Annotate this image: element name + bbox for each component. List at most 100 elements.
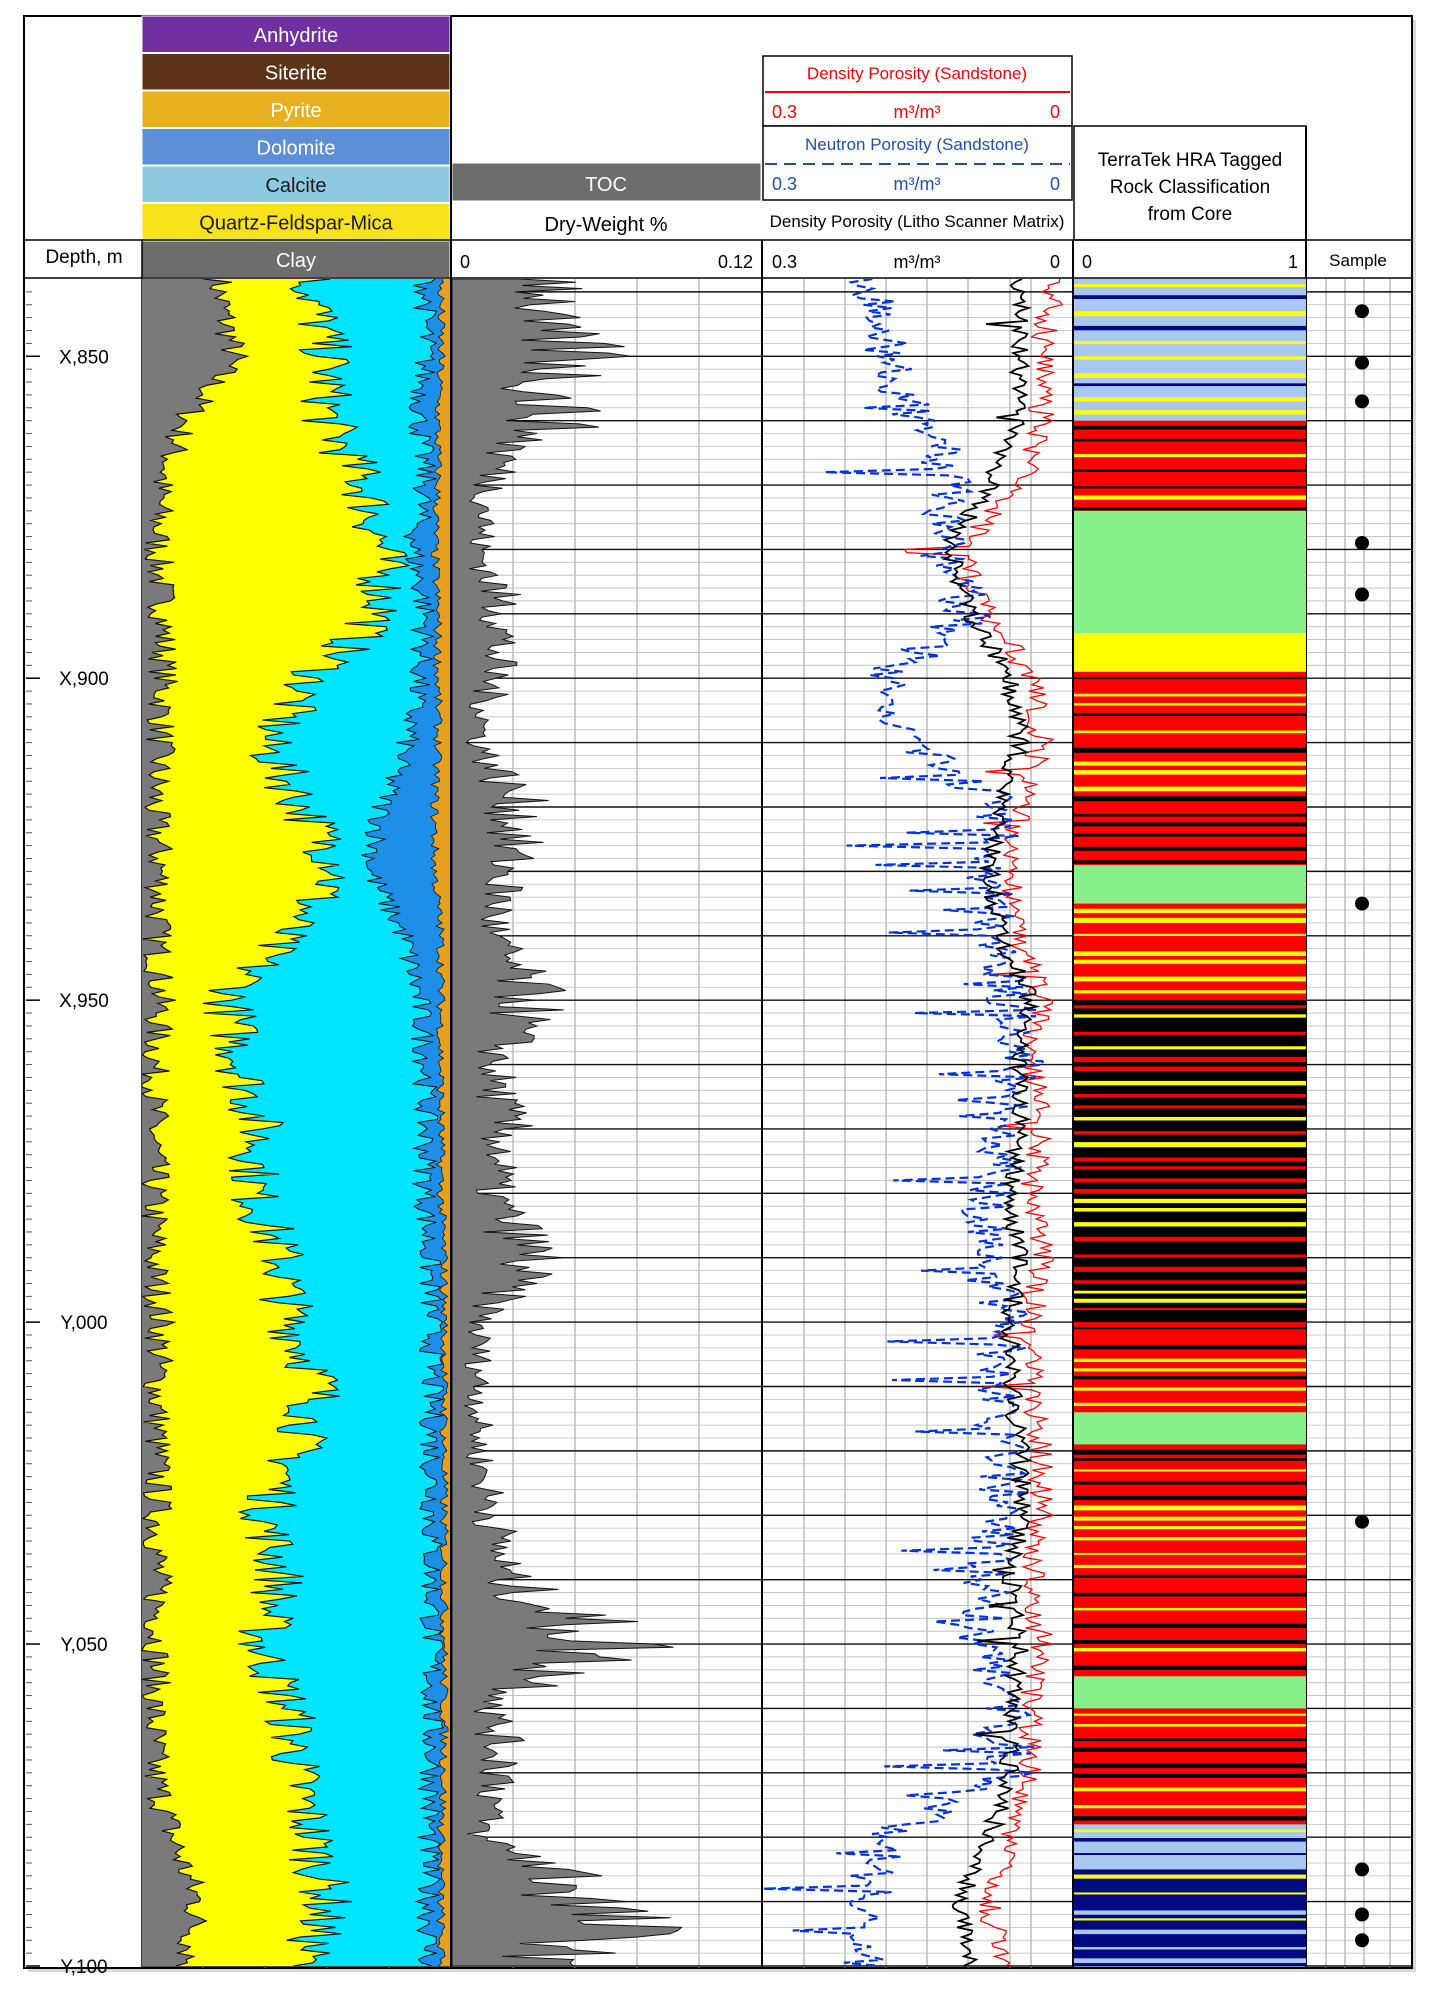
dolomite-boundary: [430, 279, 449, 1967]
hra-interbed: [1074, 409, 1306, 415]
hra-interval-4: [1074, 633, 1306, 673]
litho-title: Density Porosity (Litho Scanner Matrix): [770, 212, 1065, 231]
hra-interbed: [1074, 1376, 1306, 1380]
hra-interbed: [1074, 1526, 1306, 1530]
calcite-boundary: [360, 279, 445, 1967]
hra-interbed: [1074, 951, 1306, 956]
hra-interbed: [1074, 1816, 1306, 1821]
hra-interbed: [1074, 1298, 1306, 1303]
mineralogy-track: [142, 279, 450, 1967]
hra-interbed: [1074, 933, 1306, 936]
hra-interbed: [1074, 438, 1306, 442]
legend-swatch-1: [141, 53, 451, 91]
hra-interbed: [1074, 1005, 1306, 1009]
hra-interbed: [1074, 1713, 1306, 1716]
hra-interbed: [1074, 1093, 1306, 1098]
neutron-scale-right: 0: [1050, 174, 1060, 194]
hra-interbed: [1074, 1853, 1306, 1856]
qfm-boundary: [202, 279, 412, 1967]
hra-interbed: [1074, 1344, 1306, 1350]
calcite-band: [203, 279, 444, 1966]
toc-unit: Dry-Weight %: [545, 214, 668, 236]
legend-swatch-3: [141, 128, 451, 166]
density-scale-right: 0: [1050, 102, 1060, 122]
hra-interbed: [1074, 311, 1306, 317]
depth-tick-label-2: X,950: [59, 991, 109, 1012]
hra-interbed: [1074, 1639, 1306, 1644]
sample-point-2: [1355, 394, 1369, 409]
hra-interbed: [1074, 1280, 1306, 1284]
hra-interbed: [1074, 1623, 1306, 1629]
hra-interbed: [1074, 1188, 1306, 1194]
hra-interbed: [1074, 1178, 1306, 1183]
porosity-track: [763, 279, 1064, 1968]
hra-interval-15: [1074, 1676, 1306, 1709]
hra-interbed: [1074, 1449, 1306, 1455]
hra-interbed: [1074, 325, 1306, 331]
hra-interbed: [1074, 1266, 1306, 1272]
hra-interbed: [1074, 1327, 1306, 1330]
hra-interbed: [1074, 1066, 1306, 1072]
toc-area: [452, 279, 683, 1967]
legend-swatch-5: [141, 203, 451, 241]
sample-title: Sample: [1329, 251, 1387, 270]
hra-interbed: [1074, 1552, 1306, 1555]
hra-interbed: [1074, 1910, 1306, 1915]
pyrite-band: [430, 279, 449, 1966]
hra-interbed: [1074, 1505, 1306, 1511]
sample-point-4: [1355, 587, 1369, 602]
hra-interval-10: [1074, 1051, 1306, 1304]
hra-interbed: [1074, 1892, 1306, 1895]
hra-interbed: [1074, 846, 1306, 851]
density-title: Density Porosity (Sandstone): [807, 64, 1027, 83]
hra-interbed: [1074, 507, 1306, 511]
hra-interbed: [1074, 702, 1306, 706]
hra-interbed: [1074, 1290, 1306, 1294]
sample-point-0: [1355, 304, 1369, 319]
hra-interbed: [1074, 1947, 1306, 1950]
hra-interbed: [1074, 1787, 1306, 1792]
legend-swatch-0: [141, 15, 451, 53]
hra-interbed: [1074, 1829, 1306, 1833]
hra-interbed: [1074, 1131, 1306, 1135]
hra-interval-2: [1074, 510, 1306, 538]
hra-interbed: [1074, 1368, 1306, 1372]
hra-interbed: [1074, 1157, 1306, 1162]
litho-scale-left: 0.3: [772, 252, 797, 272]
hra-interbed: [1074, 747, 1306, 753]
hra-interbed: [1074, 383, 1306, 387]
toc-scale-right: 0.12: [718, 252, 753, 272]
hra-interbed: [1074, 1358, 1306, 1363]
mineral-legend: Anhydrite Siterite Pyrite Dolomite Calcite Qu…: [141, 15, 451, 278]
hra-interval-11: [1074, 1302, 1306, 1323]
legend-label-2: Pyrite: [270, 100, 321, 122]
hra-interbed: [1074, 786, 1306, 792]
hra-interbed: [1074, 1592, 1306, 1597]
hra-interbed: [1074, 1804, 1306, 1809]
litho-unit: m³/m³: [894, 252, 941, 272]
hra-interbed: [1074, 1536, 1306, 1541]
hra-interbed: [1074, 693, 1306, 697]
sample-track: [1355, 304, 1369, 1948]
hra-interbed: [1074, 1387, 1306, 1391]
hra-interbed: [1074, 1495, 1306, 1501]
hra-interbed: [1074, 1307, 1306, 1311]
hra-header-box: [1073, 125, 1307, 241]
hra-interbed: [1074, 917, 1306, 923]
hra-interbed: [1074, 453, 1306, 458]
hra-interbed: [1074, 295, 1306, 300]
hra-interbed: [1074, 990, 1306, 994]
density-porosity-curve: [903, 279, 1064, 1967]
hra-interbed: [1074, 495, 1306, 500]
depth-tick-label-5: Y,100: [60, 1957, 107, 1978]
legend-label-1: Siterite: [265, 62, 327, 84]
hra-interbed: [1074, 1574, 1306, 1578]
legend-label-6: Clay: [276, 250, 316, 272]
hra-interbed: [1074, 1607, 1306, 1611]
hra-interbed: [1074, 976, 1306, 982]
sample-point-1: [1355, 355, 1369, 370]
hra-interbed: [1074, 1116, 1306, 1121]
neutron-porosity-curve: [763, 279, 1045, 1968]
hra-interbed: [1074, 1166, 1306, 1170]
